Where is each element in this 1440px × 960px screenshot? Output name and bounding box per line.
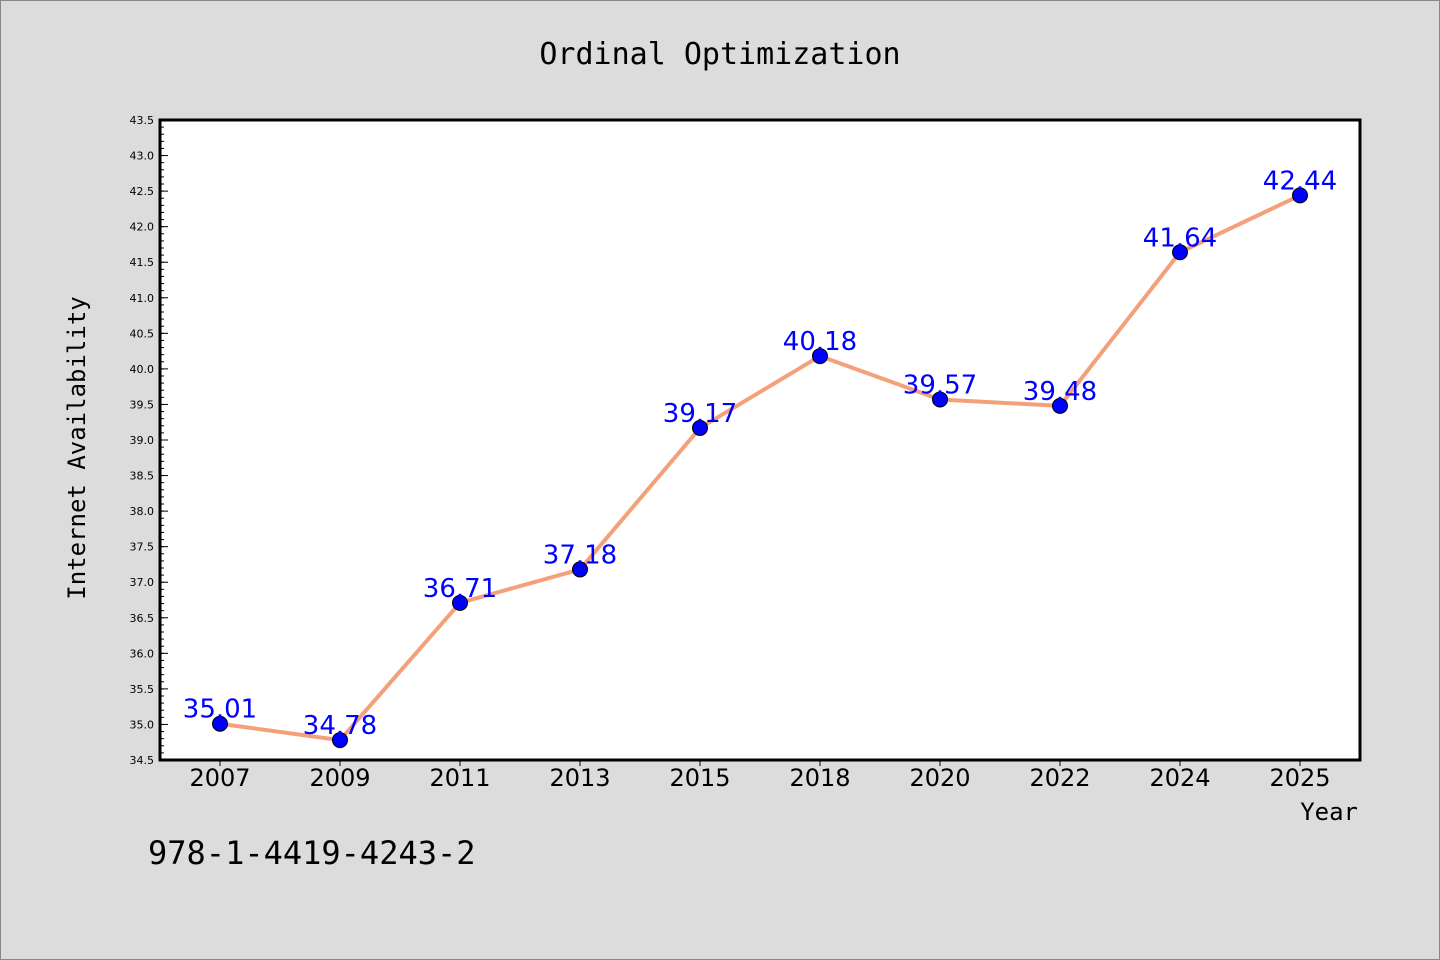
x-tick-label: 2009 [309, 764, 370, 792]
y-tick-label: 40.5 [130, 327, 155, 340]
data-label: 39.57 [903, 370, 977, 400]
y-tick-label: 43.5 [130, 114, 155, 127]
data-label: 34.78 [303, 711, 377, 741]
y-tick-label: 35.5 [130, 683, 155, 696]
data-label: 36.71 [423, 574, 497, 604]
y-tick-label: 36.5 [130, 612, 155, 625]
y-tick-label: 37.0 [130, 576, 155, 589]
y-tick-label: 42.5 [130, 185, 155, 198]
y-tick-label: 37.5 [130, 541, 155, 554]
y-tick-label: 39.0 [130, 434, 155, 447]
data-point [212, 715, 228, 732]
data-point [572, 561, 588, 578]
x-axis-label: Year [1300, 798, 1358, 826]
y-tick-label: 38.0 [130, 505, 155, 518]
x-tick-label: 2022 [1029, 764, 1090, 792]
data-point [1052, 397, 1068, 414]
chart-title: Ordinal Optimization [539, 37, 900, 72]
x-tick-label: 2007 [189, 764, 250, 792]
series-layer: 35.01 34.78 36.71 37.18 39.17 40.18 39.57 39.48… [183, 166, 1337, 749]
plot-area [160, 120, 1360, 760]
x-tick-label: 2011 [429, 764, 490, 792]
y-tick-label: 43.0 [130, 150, 155, 163]
y-tick-label: 39.5 [130, 398, 155, 411]
y-tick-label: 42.0 [130, 221, 155, 234]
x-tick-label: 2015 [669, 764, 730, 792]
data-label: 39.48 [1023, 377, 1097, 407]
y-tick-label: 41.5 [130, 256, 155, 269]
y-tick-label: 41.0 [130, 292, 155, 305]
x-tick-label: 2024 [1149, 764, 1210, 792]
x-tick-label: 2020 [909, 764, 970, 792]
data-point [1292, 187, 1308, 204]
data-point [1172, 244, 1188, 261]
data-point [932, 391, 948, 408]
x-tick-label: 2013 [549, 764, 610, 792]
y-tick-label: 36.0 [130, 647, 155, 660]
axis-ticks: 34.5 35.0 35.5 36.0 36.5 37.0 37.5 38.0 38.5 39.0… [130, 114, 1331, 792]
data-label: 39.17 [663, 399, 737, 429]
plot-frame [158, 118, 1362, 762]
data-point [332, 732, 348, 749]
data-label: 37.18 [543, 540, 617, 570]
isbn-text: 978-1-4419-4243-2 [148, 834, 476, 872]
y-tick-label: 34.5 [130, 754, 155, 767]
data-point [812, 348, 828, 365]
data-point [692, 419, 708, 436]
x-tick-label: 2018 [789, 764, 850, 792]
y-tick-label: 35.0 [130, 718, 155, 731]
data-label: 35.01 [183, 695, 257, 725]
data-label: 42.44 [1263, 166, 1337, 196]
y-tick-label: 40.0 [130, 363, 155, 376]
x-tick-label: 2025 [1269, 764, 1330, 792]
y-axis-label: Internet Availability [63, 296, 91, 599]
data-label: 40.18 [783, 327, 857, 357]
data-label: 41.64 [1143, 223, 1217, 253]
data-point [452, 594, 468, 611]
y-tick-label: 38.5 [130, 470, 155, 483]
series-line [219, 193, 1301, 743]
